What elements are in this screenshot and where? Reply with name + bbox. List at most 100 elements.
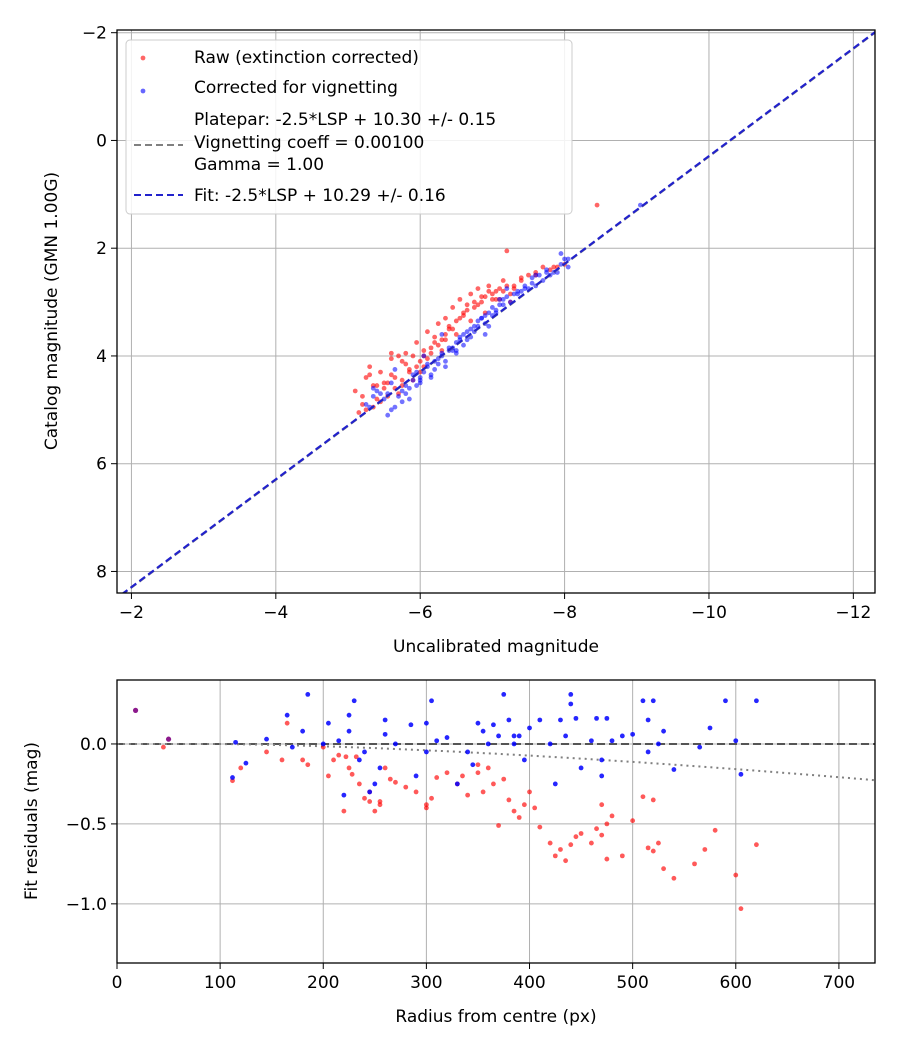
raw-point <box>511 286 517 292</box>
corrected-point <box>370 385 376 391</box>
corrected-point <box>388 407 394 413</box>
legend-platepar-line1: Platepar: -2.5*LSP + 10.30 +/- 0.15 <box>194 110 496 130</box>
raw-residual-point <box>429 795 434 801</box>
corrected-point <box>403 391 409 397</box>
corrected-residual-point <box>284 712 290 718</box>
corrected-point <box>425 361 430 367</box>
corrected-residual-point <box>454 781 460 787</box>
corrected-point <box>558 261 564 267</box>
corrected-residual-point <box>707 725 713 731</box>
raw-residual-point <box>393 779 398 785</box>
corrected-residual-point <box>588 738 594 744</box>
calibration-y-label: Catalog magnitude (GMN 1.00G) <box>42 172 62 450</box>
raw-point <box>388 350 394 356</box>
raw-residual-point <box>671 875 677 881</box>
corrected-residual-point <box>521 757 527 763</box>
corrected-point <box>417 380 423 386</box>
corrected-residual-point <box>351 698 357 704</box>
corrected-residual-point <box>475 720 481 726</box>
raw-point <box>403 361 409 367</box>
calibration-x-tick-label: −12 <box>835 603 871 623</box>
raw-point <box>435 321 441 327</box>
corrected-residual-point <box>233 739 238 745</box>
corrected-point <box>486 323 492 329</box>
corrected-point <box>385 412 391 418</box>
raw-residual-point <box>630 818 636 824</box>
corrected-point <box>428 375 434 380</box>
raw-residual-point <box>733 872 739 878</box>
corrected-residual-point <box>609 738 615 744</box>
raw-point <box>414 340 419 345</box>
fit-line <box>121 30 875 593</box>
raw-point <box>432 340 438 345</box>
residuals-y-label: Fit residuals (mag) <box>22 742 42 900</box>
corrected-residual-point <box>491 722 496 728</box>
raw-residual-point <box>563 858 569 864</box>
raw-point <box>504 248 510 254</box>
raw-residual-point <box>346 765 352 771</box>
legend-platepar-line2: Vignetting coeff = 0.00100 <box>194 133 424 153</box>
raw-residual-point <box>465 792 471 798</box>
raw-point <box>435 342 441 348</box>
corrected-point <box>533 272 539 278</box>
raw-residual-point <box>501 776 507 782</box>
raw-residual-point <box>434 775 440 780</box>
calibration-plot: −2 −4 −6 −8 −10 −12 −2 0 2 4 6 8 Uncalibrated magni… <box>42 24 876 657</box>
raw-residual-point <box>343 754 349 760</box>
corrected-residual-point <box>619 733 625 739</box>
raw-point <box>399 377 405 383</box>
raw-point <box>356 410 362 415</box>
corrected-point <box>453 348 459 353</box>
raw-residual-point <box>588 840 594 846</box>
raw-point <box>489 291 495 297</box>
raw-point <box>450 305 456 310</box>
raw-point <box>489 296 495 302</box>
calibration-points <box>352 202 643 418</box>
corrected-point <box>399 399 405 405</box>
corrected-point <box>406 396 412 402</box>
corrected-residual-point <box>599 757 605 763</box>
residuals-x-tick-label: 200 <box>307 973 339 993</box>
raw-point <box>439 337 445 343</box>
corrected-point <box>515 291 521 297</box>
corrected-point <box>558 251 564 256</box>
calibration-legend: Raw (extinction corrected) Corrected for… <box>125 39 573 215</box>
corrected-residual-point <box>377 765 383 771</box>
corrected-residual-point <box>341 792 347 798</box>
raw-residual-point <box>650 797 656 803</box>
raw-point <box>367 372 373 378</box>
raw-residual-point <box>491 781 496 787</box>
raw-point <box>500 278 506 283</box>
raw-point <box>450 326 456 332</box>
calibration-y-tick-label: −2 <box>82 24 107 44</box>
raw-point <box>457 296 463 302</box>
raw-point <box>500 288 506 294</box>
calibration-x-tick-label: −2 <box>119 603 144 623</box>
raw-residual-point <box>475 770 481 776</box>
raw-residual-point <box>362 795 367 801</box>
corrected-point <box>529 280 535 286</box>
vignetting-curve <box>117 743 875 782</box>
corrected-residual-point <box>568 701 574 707</box>
corrected-point <box>435 361 441 367</box>
raw-point <box>461 313 466 318</box>
corrected-point <box>392 367 398 372</box>
legend-fit-label: Fit: -2.5*LSP + 10.29 +/- 0.16 <box>194 186 446 206</box>
residuals-x-tick-label: 500 <box>616 973 648 993</box>
corrected-point <box>637 202 643 208</box>
raw-residual-point <box>387 776 393 782</box>
raw-residual-point <box>403 784 409 790</box>
corrected-point <box>370 393 376 399</box>
corrected-point <box>497 302 503 308</box>
corrected-point <box>374 388 380 394</box>
corrected-point <box>471 323 477 329</box>
raw-residual-point <box>599 802 605 808</box>
raw-point <box>360 393 365 399</box>
corrected-residual-point <box>289 744 295 750</box>
raw-point <box>497 286 503 292</box>
corrected-residual-point <box>423 749 429 755</box>
corrected-point <box>410 377 416 383</box>
raw-point <box>414 364 419 370</box>
raw-point <box>479 299 484 305</box>
corrected-point <box>504 286 510 292</box>
